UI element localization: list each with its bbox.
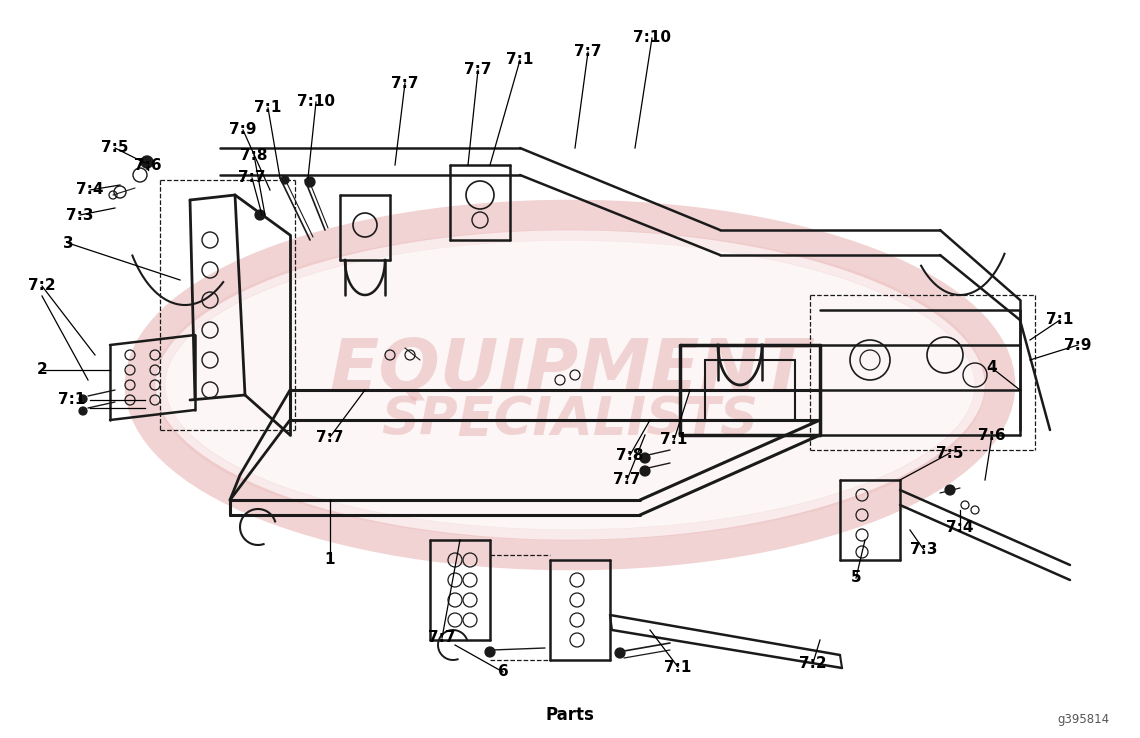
Circle shape <box>484 647 495 657</box>
Circle shape <box>306 177 315 187</box>
Text: Parts: Parts <box>546 706 594 724</box>
Text: 7:7: 7:7 <box>391 75 418 91</box>
Text: 7:9: 7:9 <box>229 123 256 137</box>
Text: 7:1: 7:1 <box>254 100 282 116</box>
Text: 6: 6 <box>498 664 508 680</box>
Text: 7:1: 7:1 <box>58 393 86 407</box>
Text: 7:1: 7:1 <box>506 52 534 67</box>
Text: 7:9: 7:9 <box>1065 337 1092 353</box>
Text: 7:8: 7:8 <box>617 447 644 463</box>
Text: 7:1: 7:1 <box>1047 312 1074 328</box>
Text: 7:2: 7:2 <box>28 278 56 294</box>
Circle shape <box>255 210 264 220</box>
Text: SPECIALISTS: SPECIALISTS <box>382 394 758 446</box>
Circle shape <box>945 485 955 495</box>
Text: 7:7: 7:7 <box>316 430 344 444</box>
Text: EQUIPMENT: EQUIPMENT <box>329 336 811 404</box>
Text: 2: 2 <box>36 362 48 378</box>
Circle shape <box>640 453 650 463</box>
Ellipse shape <box>165 240 975 530</box>
Text: 1: 1 <box>325 553 335 568</box>
Text: 7:5: 7:5 <box>936 446 963 461</box>
Text: 7:6: 7:6 <box>978 427 1005 443</box>
Text: 5: 5 <box>850 570 862 585</box>
Text: 7:7: 7:7 <box>238 170 266 185</box>
Text: 7:8: 7:8 <box>241 148 268 162</box>
Text: 7:4: 7:4 <box>76 182 104 198</box>
Text: 7:3: 7:3 <box>66 207 93 222</box>
Text: 7:7: 7:7 <box>429 630 456 646</box>
Text: 7:1: 7:1 <box>665 660 692 675</box>
Text: 7:2: 7:2 <box>799 655 826 671</box>
Circle shape <box>614 648 625 658</box>
Text: 7:6: 7:6 <box>135 157 162 173</box>
Text: 4: 4 <box>987 360 998 376</box>
Text: 7:7: 7:7 <box>464 63 491 77</box>
Text: 7:4: 7:4 <box>946 520 974 536</box>
Text: 3: 3 <box>63 235 73 250</box>
Text: 7:5: 7:5 <box>101 140 129 156</box>
Circle shape <box>280 176 290 184</box>
Circle shape <box>79 407 87 415</box>
Text: g395814: g395814 <box>1058 714 1110 726</box>
Text: 7:7: 7:7 <box>575 44 602 60</box>
Circle shape <box>79 395 87 403</box>
Circle shape <box>640 466 650 476</box>
Text: 7:10: 7:10 <box>633 30 671 46</box>
Text: 7:10: 7:10 <box>298 94 335 109</box>
Circle shape <box>141 156 153 168</box>
Text: 7:7: 7:7 <box>613 472 641 488</box>
Text: 7:3: 7:3 <box>910 542 938 557</box>
Text: 7:1: 7:1 <box>660 432 687 447</box>
